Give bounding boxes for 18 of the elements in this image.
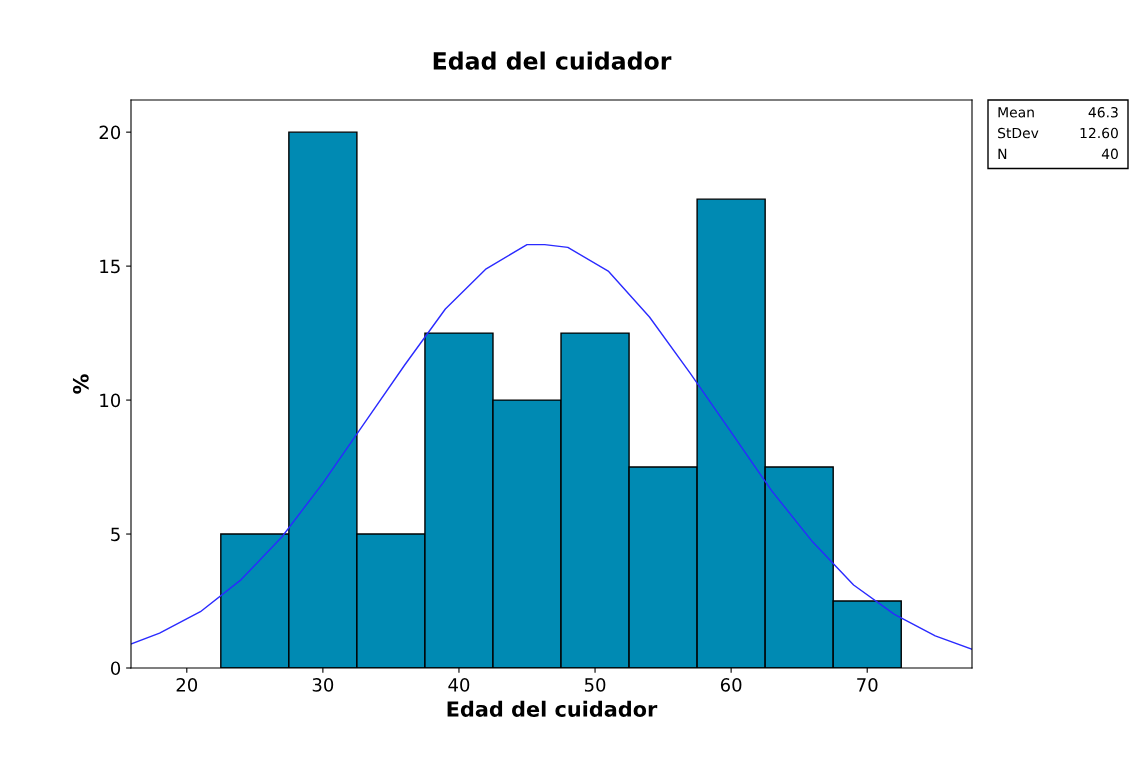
y-tick-label: 20 (99, 125, 121, 140)
y-tick-label: 5 (111, 527, 120, 542)
text: Mean 46.3 (998, 107, 1118, 118)
chart-title: Edad del cuidador (433, 51, 672, 70)
y-tick-label: 15 (100, 259, 120, 274)
x-tick-label: 50 (584, 678, 606, 692)
y-tick-label: 0 (110, 661, 121, 676)
text: StDev 12.60 (998, 127, 1118, 139)
x-tick-label: 60 (720, 678, 742, 692)
text: N 40 (998, 148, 1118, 160)
x-tick-label: 70 (857, 678, 878, 692)
y-axis-title: % (72, 374, 89, 394)
x-tick-label: 30 (312, 678, 334, 692)
y-tick-label: 10 (100, 393, 121, 408)
x-axis-title: Edad del cuidador (447, 700, 658, 717)
x-tick-label: 40 (448, 678, 470, 692)
line-series (131, 243, 972, 650)
x-tick-label: 20 (176, 678, 198, 692)
